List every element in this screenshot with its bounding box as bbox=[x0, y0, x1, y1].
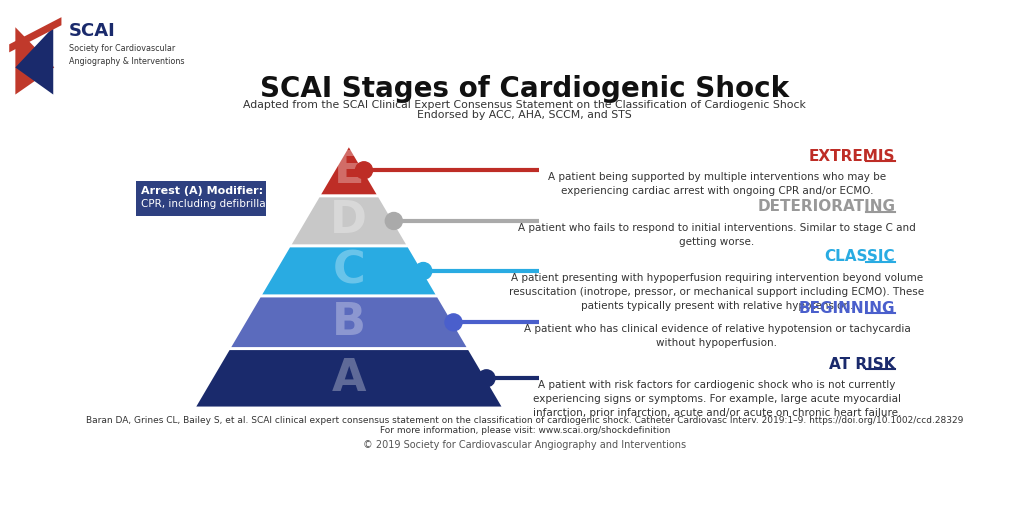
Circle shape bbox=[385, 212, 402, 229]
Text: Adapted from the SCAI Clinical Expert Consensus Statement on the Classification : Adapted from the SCAI Clinical Expert Co… bbox=[244, 100, 806, 110]
Polygon shape bbox=[289, 196, 409, 246]
Text: Endorsed by ACC, AHA, SCCM, and STS: Endorsed by ACC, AHA, SCCM, and STS bbox=[418, 110, 632, 120]
Polygon shape bbox=[260, 246, 438, 296]
Text: C: C bbox=[333, 249, 366, 292]
Text: EXTREMIS: EXTREMIS bbox=[809, 148, 895, 164]
Polygon shape bbox=[15, 27, 54, 95]
Text: CLASSIC: CLASSIC bbox=[824, 249, 895, 264]
Text: A patient who fails to respond to initial interventions. Similar to stage C and
: A patient who fails to respond to initia… bbox=[518, 223, 915, 246]
Polygon shape bbox=[318, 144, 379, 196]
Circle shape bbox=[445, 314, 462, 331]
Polygon shape bbox=[9, 17, 61, 52]
Circle shape bbox=[415, 263, 432, 280]
Text: AT RISK: AT RISK bbox=[828, 357, 895, 372]
Circle shape bbox=[355, 162, 373, 179]
FancyBboxPatch shape bbox=[136, 181, 266, 216]
Text: D: D bbox=[331, 200, 368, 243]
Polygon shape bbox=[228, 296, 469, 349]
Text: SCAI Stages of Cardiogenic Shock: SCAI Stages of Cardiogenic Shock bbox=[260, 75, 790, 103]
Text: © 2019 Society for Cardiovascular Angiography and Interventions: © 2019 Society for Cardiovascular Angiog… bbox=[364, 440, 686, 450]
Text: A: A bbox=[332, 357, 367, 400]
Text: Society for Cardiovascular: Society for Cardiovascular bbox=[69, 45, 175, 53]
Polygon shape bbox=[194, 349, 504, 408]
Text: Angiography & Interventions: Angiography & Interventions bbox=[69, 57, 184, 67]
Polygon shape bbox=[15, 27, 53, 95]
Text: Arrest (A) Modifier:: Arrest (A) Modifier: bbox=[141, 186, 263, 196]
Text: E: E bbox=[334, 149, 365, 192]
Text: For more information, please visit: www.scai.org/shockdefinition: For more information, please visit: www.… bbox=[380, 426, 670, 435]
Text: CPR, including defibrillation: CPR, including defibrillation bbox=[141, 199, 286, 209]
Text: BEGINNING: BEGINNING bbox=[799, 301, 895, 316]
Text: DETERIORATING: DETERIORATING bbox=[758, 199, 895, 215]
Text: A patient who has clinical evidence of relative hypotension or tachycardia
witho: A patient who has clinical evidence of r… bbox=[523, 324, 910, 348]
Text: A patient presenting with hypoperfusion requiring intervention beyond volume
res: A patient presenting with hypoperfusion … bbox=[509, 272, 925, 311]
Text: A patient with risk factors for cardiogenic shock who is not currently
experienc: A patient with risk factors for cardioge… bbox=[532, 380, 901, 418]
Text: A patient being supported by multiple interventions who may be
experiencing card: A patient being supported by multiple in… bbox=[548, 172, 886, 196]
Text: B: B bbox=[332, 301, 366, 344]
Circle shape bbox=[478, 370, 495, 387]
Text: SCAI: SCAI bbox=[69, 22, 116, 40]
Text: Baran DA, Grines CL, Bailey S, et al. SCAI clinical expert consensus statement o: Baran DA, Grines CL, Bailey S, et al. SC… bbox=[86, 416, 964, 424]
